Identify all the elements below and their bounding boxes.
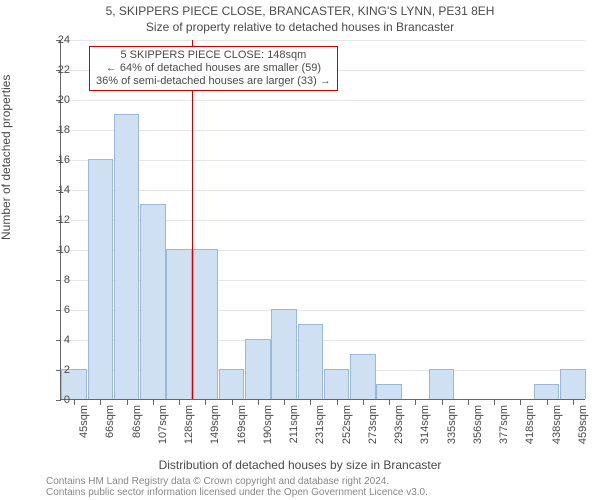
ytick-label: 0: [64, 394, 70, 406]
plot-area: 5 SKIPPERS PIECE CLOSE: 148sqm ← 64% of …: [60, 40, 585, 400]
gridline: [61, 130, 585, 131]
gridline: [61, 40, 585, 41]
xtick-label: 418sqm: [524, 405, 536, 444]
xtick-label: 169sqm: [236, 405, 248, 444]
histogram-bar: [245, 339, 271, 399]
xtick-label: 190sqm: [262, 405, 274, 444]
ytick-label: 14: [58, 184, 70, 196]
annotation-line3: 36% of semi-detached houses are larger (…: [96, 75, 331, 88]
ytick-label: 8: [64, 274, 70, 286]
xtick-label: 231sqm: [314, 405, 326, 444]
xtick-label: 107sqm: [157, 405, 169, 444]
xtick-label: 66sqm: [104, 405, 116, 438]
histogram-bar: [298, 324, 324, 399]
xtick-mark: [232, 400, 233, 405]
ytick-label: 20: [58, 94, 70, 106]
ytick-label: 24: [58, 34, 70, 46]
gridline: [61, 160, 585, 161]
ytick-label: 12: [58, 214, 70, 226]
xtick-label: 293sqm: [393, 405, 405, 444]
xtick-mark: [547, 400, 548, 405]
chart-subtitle: Size of property relative to detached ho…: [0, 20, 600, 34]
ytick-label: 10: [58, 244, 70, 256]
footnote-line2: Contains public sector information licen…: [46, 487, 428, 498]
xtick-label: 273sqm: [367, 405, 379, 444]
gridline: [61, 100, 585, 101]
ytick-label: 4: [64, 334, 70, 346]
ytick-mark: [56, 340, 61, 341]
reference-line: [192, 40, 193, 399]
xtick-label: 149sqm: [209, 405, 221, 444]
ytick-label: 2: [64, 364, 70, 376]
xtick-mark: [442, 400, 443, 405]
chart-container: 5, SKIPPERS PIECE CLOSE, BRANCASTER, KIN…: [0, 0, 600, 500]
xtick-mark: [310, 400, 311, 405]
histogram-bar: [166, 249, 192, 399]
histogram-bar: [114, 114, 140, 399]
xtick-label: 438sqm: [551, 405, 563, 444]
xtick-label: 377sqm: [498, 405, 510, 444]
footnote: Contains HM Land Registry data © Crown c…: [46, 476, 428, 498]
histogram-bar: [560, 369, 586, 399]
histogram-bar: [429, 369, 455, 399]
ytick-label: 16: [58, 154, 70, 166]
ytick-label: 22: [58, 64, 70, 76]
xtick-mark: [179, 400, 180, 405]
xtick-mark: [468, 400, 469, 405]
xtick-label: 335sqm: [446, 405, 458, 444]
reference-annotation: 5 SKIPPERS PIECE CLOSE: 148sqm ← 64% of …: [89, 46, 338, 91]
xtick-mark: [520, 400, 521, 405]
ytick-mark: [56, 370, 61, 371]
xtick-mark: [100, 400, 101, 405]
xtick-label: 356sqm: [472, 405, 484, 444]
xtick-label: 211sqm: [288, 405, 300, 443]
histogram-bar: [324, 369, 350, 399]
annotation-line2: ← 64% of detached houses are smaller (59…: [96, 62, 331, 75]
histogram-bar: [193, 249, 219, 399]
xtick-mark: [363, 400, 364, 405]
xtick-mark: [74, 400, 75, 405]
annotation-line1: 5 SKIPPERS PIECE CLOSE: 148sqm: [96, 49, 331, 62]
footnote-line1: Contains HM Land Registry data © Crown c…: [46, 476, 428, 487]
ytick-mark: [56, 310, 61, 311]
gridline: [61, 190, 585, 191]
xtick-mark: [573, 400, 574, 405]
xtick-mark: [494, 400, 495, 405]
x-axis-label: Distribution of detached houses by size …: [0, 458, 600, 472]
histogram-bar: [350, 354, 376, 399]
y-axis-label: Number of detached properties: [0, 75, 13, 240]
xtick-mark: [415, 400, 416, 405]
xtick-mark: [153, 400, 154, 405]
ytick-mark: [56, 400, 61, 401]
histogram-bar: [219, 369, 245, 399]
xtick-label: 459sqm: [577, 405, 589, 444]
histogram-bar: [534, 384, 560, 399]
xtick-label: 252sqm: [341, 405, 353, 444]
xtick-mark: [389, 400, 390, 405]
histogram-bar: [88, 159, 114, 399]
xtick-mark: [205, 400, 206, 405]
xtick-label: 128sqm: [183, 405, 195, 444]
ytick-label: 18: [58, 124, 70, 136]
xtick-mark: [258, 400, 259, 405]
xtick-label: 314sqm: [419, 405, 431, 444]
histogram-bar: [271, 309, 297, 399]
histogram-bar: [140, 204, 166, 399]
chart-title-address: 5, SKIPPERS PIECE CLOSE, BRANCASTER, KIN…: [0, 4, 600, 18]
ytick-label: 6: [64, 304, 70, 316]
xtick-label: 45sqm: [78, 405, 90, 438]
histogram-bar: [376, 384, 402, 399]
xtick-mark: [284, 400, 285, 405]
ytick-mark: [56, 280, 61, 281]
xtick-label: 86sqm: [131, 405, 143, 438]
xtick-mark: [337, 400, 338, 405]
xtick-mark: [127, 400, 128, 405]
